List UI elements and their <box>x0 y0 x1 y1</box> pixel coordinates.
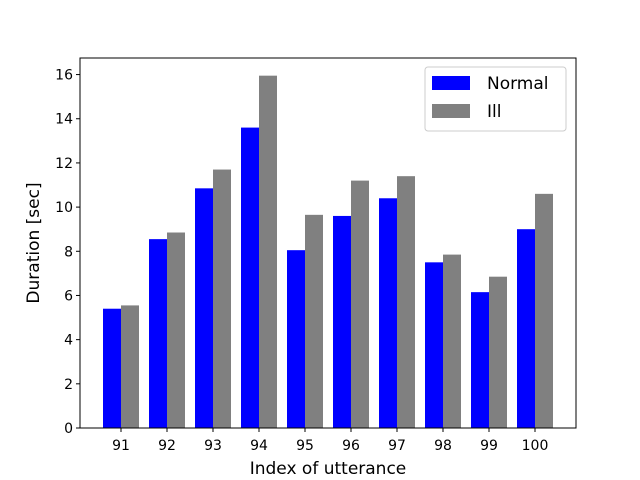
y-axis-label: Duration [sec] <box>24 182 44 303</box>
legend-label-ill: Ill <box>487 102 501 122</box>
bar-normal-93 <box>195 188 213 428</box>
y-tick-label: 16 <box>55 68 73 84</box>
x-axis-label: Index of utterance <box>250 459 407 479</box>
bar-ill-94 <box>259 75 277 429</box>
legend-swatch-ill <box>432 104 470 118</box>
bar-ill-92 <box>167 232 185 428</box>
bar-normal-100 <box>517 229 535 428</box>
y-tick-label: 6 <box>64 288 73 304</box>
bars-group <box>103 75 553 429</box>
bar-normal-98 <box>425 262 443 428</box>
x-tick-label: 93 <box>204 438 222 454</box>
bar-normal-92 <box>149 239 167 428</box>
legend: Normal Ill <box>424 66 567 132</box>
x-tick-label: 95 <box>296 438 314 454</box>
y-tick-label: 8 <box>64 244 73 260</box>
x-tick-label: 91 <box>112 438 130 454</box>
y-tick-label: 2 <box>64 377 73 393</box>
x-tick-label: 92 <box>158 438 176 454</box>
x-tick-label: 97 <box>388 438 406 454</box>
bar-ill-96 <box>351 180 369 428</box>
legend-label-normal: Normal <box>487 74 549 94</box>
bar-normal-97 <box>379 198 397 428</box>
x-tick-label: 98 <box>434 438 452 454</box>
x-tick-label: 99 <box>480 438 498 454</box>
bar-normal-96 <box>333 215 351 428</box>
bar-ill-93 <box>213 169 231 428</box>
x-axis: 91 92 93 94 95 96 97 98 99 100 <box>112 428 548 454</box>
bar-normal-99 <box>471 292 489 428</box>
bar-normal-95 <box>287 250 305 428</box>
x-tick-label: 94 <box>250 438 268 454</box>
y-tick-label: 0 <box>64 421 73 437</box>
plot-frame <box>79 57 577 429</box>
bar-ill-99 <box>489 276 507 428</box>
x-tick-label: 96 <box>342 438 360 454</box>
y-axis: 0 2 4 6 8 10 12 14 16 <box>55 68 80 437</box>
bar-normal-91 <box>103 308 121 428</box>
bar-ill-95 <box>305 214 323 428</box>
bar-ill-91 <box>121 305 139 428</box>
bar-ill-100 <box>535 193 553 428</box>
bar-ill-98 <box>443 254 461 428</box>
bar-normal-94 <box>241 127 259 428</box>
y-tick-label: 12 <box>55 156 73 172</box>
bar-ill-97 <box>397 176 415 428</box>
y-tick-label: 10 <box>55 200 73 216</box>
y-tick-label: 14 <box>55 112 73 128</box>
legend-swatch-normal <box>432 76 470 90</box>
x-tick-label: 100 <box>522 438 549 454</box>
y-tick-label: 4 <box>64 333 73 349</box>
